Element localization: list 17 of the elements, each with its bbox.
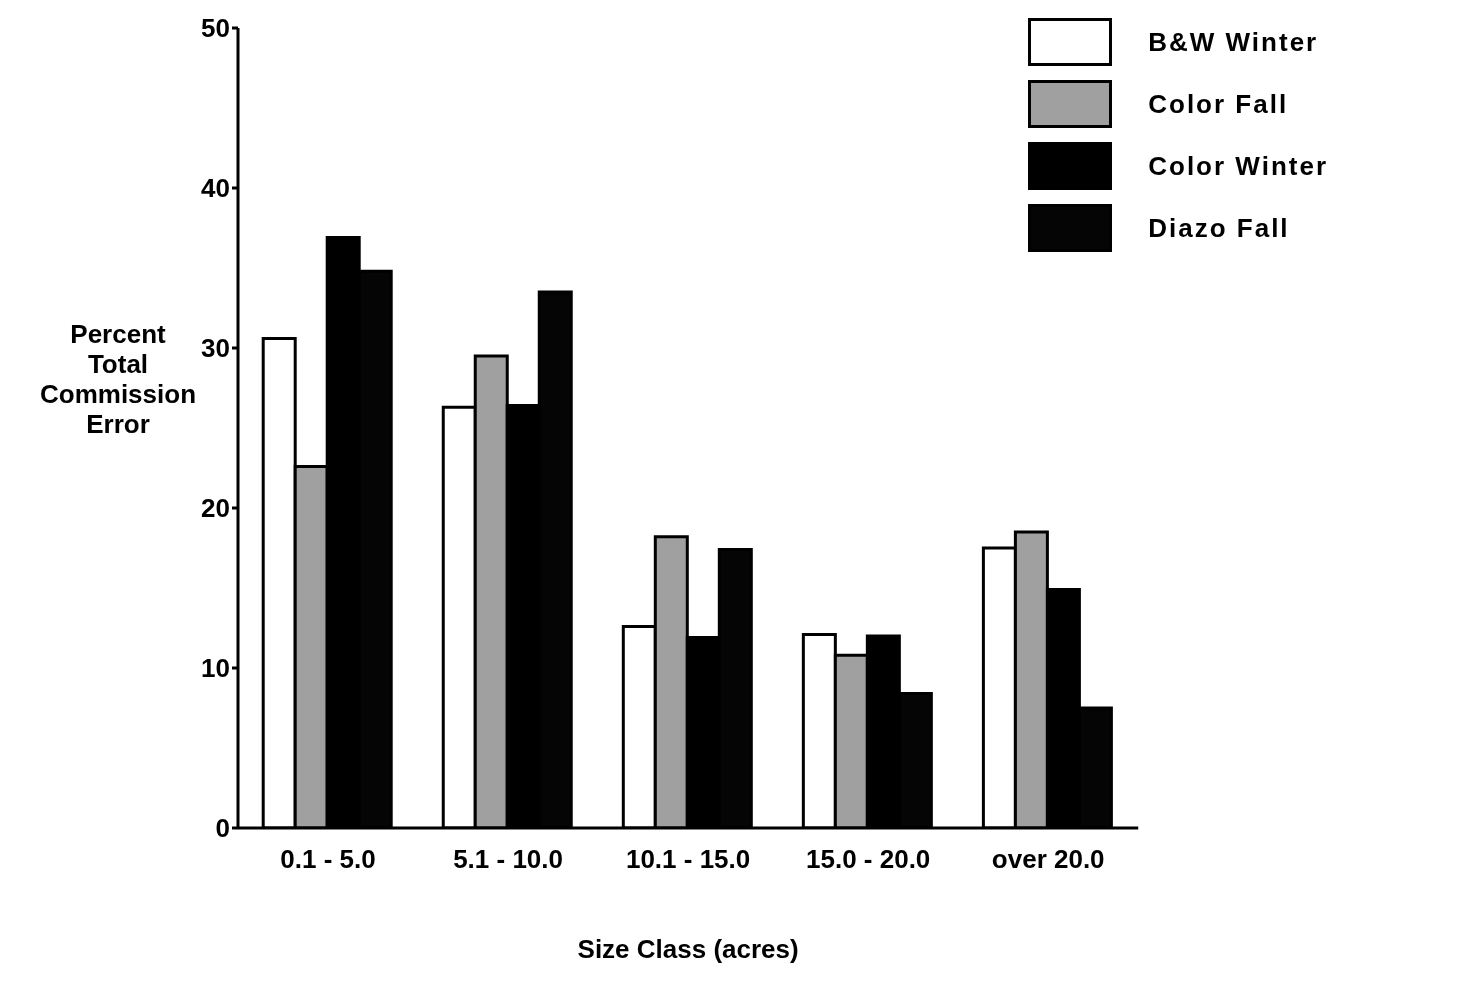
y-tick-label: 50 bbox=[201, 13, 230, 44]
x-axis-title: Size Class (acres) bbox=[577, 934, 799, 964]
y-tick-label: 0 bbox=[215, 813, 230, 844]
legend-label: B&W Winter bbox=[1148, 26, 1319, 58]
y-tick-label: 20 bbox=[201, 493, 230, 524]
y-axis-title: Percent Total Commission Error bbox=[39, 319, 197, 439]
legend-label: Color Winter bbox=[1148, 150, 1328, 182]
y-tick-label: 40 bbox=[201, 173, 230, 204]
x-tick-label: over 20.0 bbox=[991, 844, 1105, 875]
x-tick-label: 10.1 - 15.0 bbox=[625, 844, 751, 875]
y-tick-label: 30 bbox=[201, 333, 230, 364]
y-tick-label: 10 bbox=[201, 653, 230, 684]
legend-label: Color Fall bbox=[1148, 88, 1289, 120]
x-tick-label: 5.1 - 10.0 bbox=[453, 844, 563, 875]
legend-label: Diazo Fall bbox=[1148, 212, 1290, 244]
x-tick-label: 15.0 - 20.0 bbox=[806, 844, 931, 875]
x-tick-label: 0.1 - 5.0 bbox=[280, 844, 376, 875]
